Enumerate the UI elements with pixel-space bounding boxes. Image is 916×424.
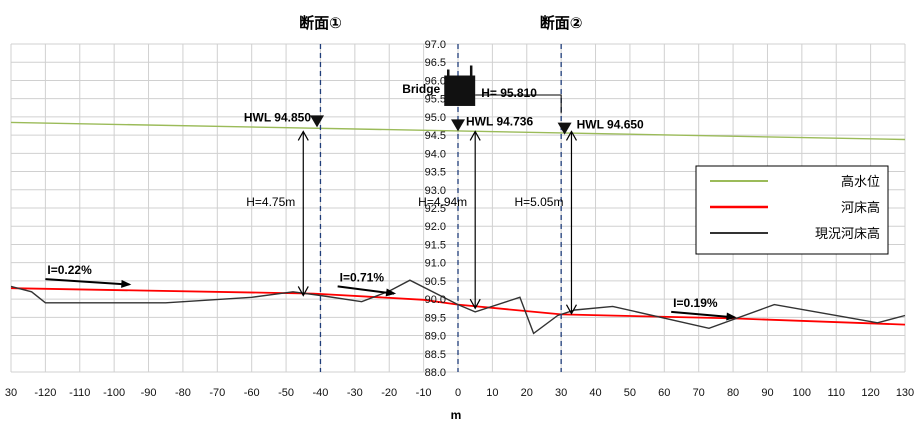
y-tick-label: 89.0	[425, 331, 446, 343]
y-tick-label: 90.0	[425, 294, 446, 306]
x-tick-label: 80	[727, 387, 739, 399]
y-tick-label: 96.5	[425, 57, 446, 69]
x-tick-label: -100	[103, 387, 125, 399]
height-arrow-head-bottom	[469, 298, 481, 310]
hwl-marker	[451, 119, 465, 132]
x-tick-label: -90	[141, 387, 157, 399]
x-tick-label: 10	[486, 387, 498, 399]
x-tick-label: 90	[761, 387, 773, 399]
tick-labels: 30 -120 -110 -100 -90 -80 -70 -60 -50 -40 -30 -20 -1…	[5, 39, 914, 399]
slope-arrow-line	[337, 285, 395, 295]
x-tick-label: 50	[624, 387, 636, 399]
y-tick-label: 97.0	[425, 39, 446, 51]
slope-arrow-head	[121, 279, 132, 288]
hwl-label: HWL 94.850	[244, 110, 311, 124]
x-tick-label: 120	[861, 387, 879, 399]
hwl-marker	[557, 122, 572, 135]
slope-label: I=0.19%	[673, 296, 718, 310]
y-tick-label: 95.5	[425, 94, 446, 106]
y-tick-label: 91.0	[425, 258, 446, 270]
x-tick-label: 100	[793, 387, 811, 399]
x-tick-label: 110	[827, 387, 845, 399]
slope-label: I=0.71%	[340, 270, 385, 284]
legend-label: 高水位	[841, 174, 880, 190]
x-tick-label: 40	[589, 387, 601, 399]
height-label: H=4.94m	[418, 195, 467, 209]
bridge-label: Bridge	[402, 82, 440, 96]
x-tick-label: 60	[658, 387, 670, 399]
y-tick-label: 89.5	[425, 312, 446, 324]
y-tick-label: 94.5	[425, 130, 446, 142]
x-tick-label: -20	[381, 387, 397, 399]
section-label: 断面①	[299, 14, 342, 32]
y-tick-label: 93.0	[425, 185, 446, 197]
hwl-label: HWL 94.650	[577, 118, 644, 132]
y-tick-label: 93.5	[425, 167, 446, 179]
bridge-height-label: H= 95.810	[481, 86, 537, 100]
x-tick-label: 70	[693, 387, 705, 399]
x-tick-label: -120	[34, 387, 56, 399]
slope-arrow-head	[726, 312, 737, 321]
y-tick-label: 90.5	[425, 276, 446, 288]
y-tick-label: 95.0	[425, 112, 446, 124]
height-arrow-head-top	[565, 130, 577, 141]
x-tick-label: -110	[69, 387, 90, 399]
series-line-3	[10, 279, 906, 335]
y-tick-label: 88.0	[425, 367, 446, 379]
bridge-height-leader	[475, 94, 562, 114]
x-axis-label: m	[451, 408, 462, 422]
x-tick-label: 0	[455, 387, 461, 399]
hwl-marker	[310, 115, 325, 128]
x-tick-label: -50	[278, 387, 294, 399]
y-tick-label: 91.5	[425, 239, 446, 251]
annotations: 断面① 断面② Bridge H= 95.810 HWL 94.850 HWL 94.73…	[45, 14, 737, 372]
x-tick-label: -70	[209, 387, 225, 399]
hwl-label: HWL 94.736	[466, 114, 533, 128]
x-tick-label: -40	[313, 387, 329, 399]
x-tick-label: 30	[5, 387, 17, 399]
x-tick-label: -10	[416, 387, 432, 399]
y-tick-label: 92.5	[425, 203, 446, 215]
y-tick-label: 96.0	[425, 75, 446, 87]
x-tick-label: 130	[896, 387, 914, 399]
height-label: H=5.05m	[514, 195, 563, 209]
height-arrow-head-top	[469, 130, 481, 141]
slope-arrow-head	[385, 288, 397, 297]
height-arrow-head-bottom	[565, 304, 577, 315]
slope-arrow-line	[45, 278, 130, 286]
y-tick-label: 92.0	[425, 221, 446, 233]
x-tick-label: -60	[244, 387, 260, 399]
slope-arrow-line	[671, 310, 735, 319]
y-tick-label: 88.5	[425, 349, 446, 361]
x-tick-label: -30	[347, 387, 363, 399]
height-arrow-head-bottom	[297, 286, 309, 297]
legend-label: 現況河床高	[815, 226, 880, 242]
bridge-deck	[444, 75, 476, 106]
x-tick-label: -80	[175, 387, 191, 399]
height-arrow-head-top	[297, 130, 309, 141]
slope-label: I=0.22%	[47, 263, 92, 277]
x-tick-label: 20	[521, 387, 533, 399]
height-label: H=4.75m	[246, 195, 295, 209]
section-label: 断面②	[540, 14, 583, 32]
x-tick-label: 30	[555, 387, 567, 399]
y-tick-label: 94.0	[425, 148, 446, 160]
legend-label: 河床高	[841, 200, 880, 216]
